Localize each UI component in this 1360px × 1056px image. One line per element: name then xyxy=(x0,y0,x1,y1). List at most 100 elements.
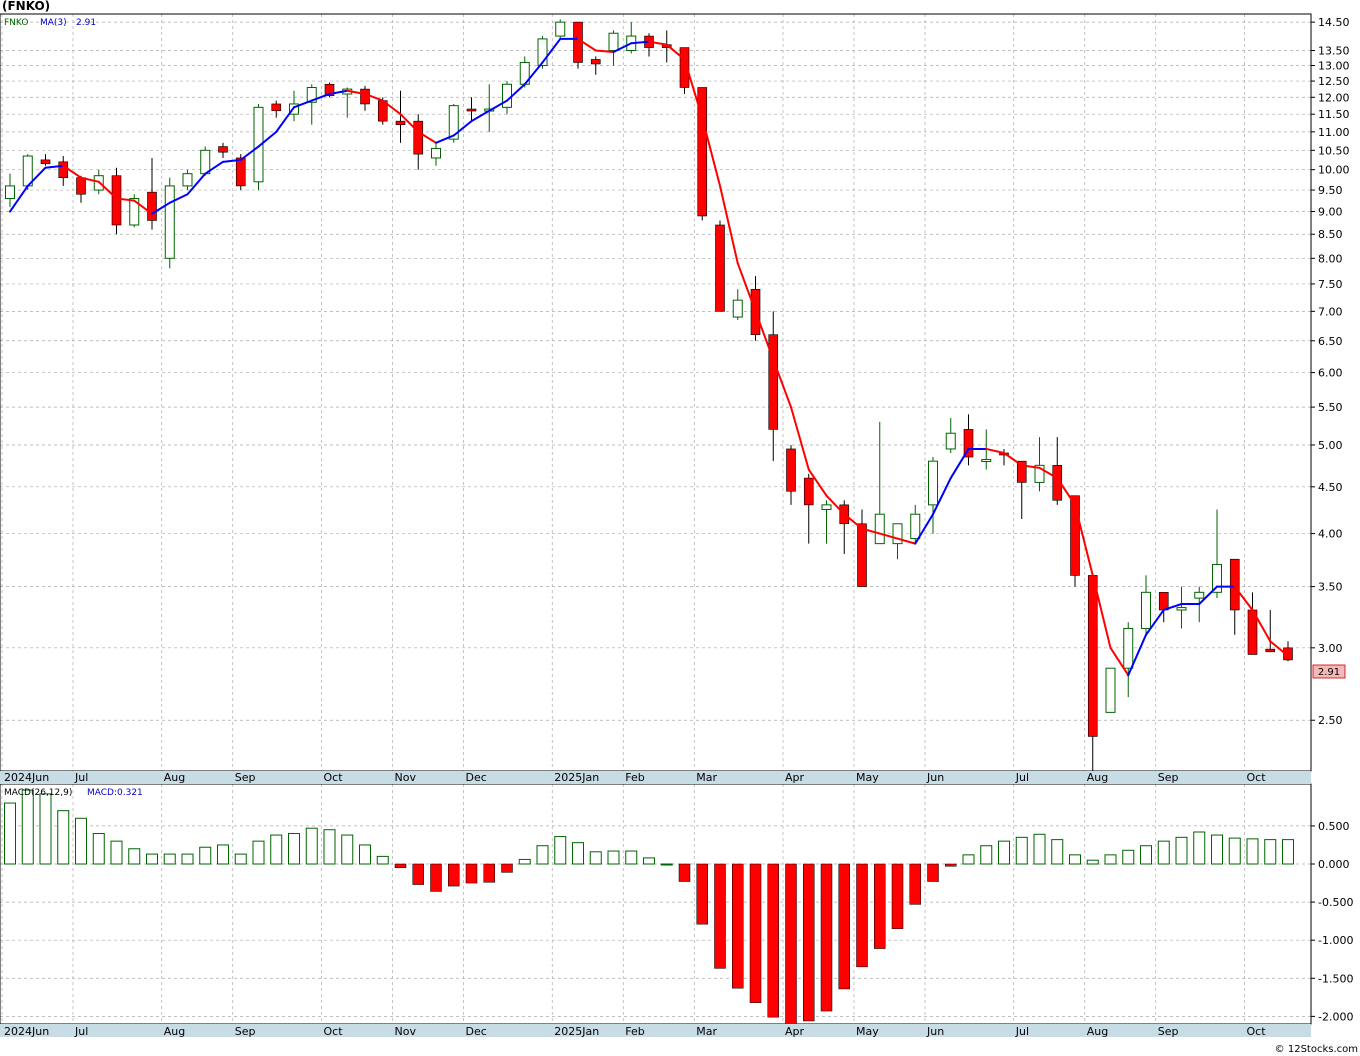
x-tick-label: Oct xyxy=(1247,1025,1267,1038)
ma-segment xyxy=(293,99,313,109)
x-tick-label: Oct xyxy=(1247,771,1267,784)
ma-segment xyxy=(328,89,349,95)
candle-body xyxy=(1105,667,1116,713)
macd-bar xyxy=(110,840,123,865)
candle-body xyxy=(537,38,548,66)
candle-body xyxy=(857,523,867,587)
candle-body xyxy=(555,21,566,37)
candle-body xyxy=(253,106,264,183)
ma-segment xyxy=(168,193,189,204)
price-tick-label: 5.50 xyxy=(1318,401,1343,414)
candle xyxy=(218,142,228,158)
ma-segment xyxy=(932,477,952,516)
candle xyxy=(821,500,832,544)
macd-bar xyxy=(678,863,691,882)
x-tick-label: 2024Jun xyxy=(4,771,49,784)
x-tick-label: Nov xyxy=(395,1025,417,1038)
macd-bar xyxy=(75,817,87,865)
candle xyxy=(590,56,601,75)
candle xyxy=(732,289,743,320)
candle xyxy=(910,504,921,544)
candle xyxy=(715,220,725,312)
ma-segment xyxy=(151,201,171,215)
macd-bar xyxy=(270,834,283,865)
x-tick-label: May xyxy=(856,771,879,784)
last-price-label: 2.91 xyxy=(1318,667,1340,678)
x-tick-label: Mar xyxy=(696,771,717,784)
macd-bar xyxy=(1069,854,1081,865)
macd-tick-label: 0.500 xyxy=(1318,820,1350,833)
macd-bar xyxy=(874,863,886,949)
ma-segment xyxy=(825,494,846,516)
ma-segment xyxy=(1127,633,1147,677)
x-tick-label: Feb xyxy=(625,1025,644,1038)
macd-bar xyxy=(749,863,762,1003)
price-tick-label: 6.00 xyxy=(1318,367,1343,380)
price-tick-label: 3.00 xyxy=(1318,642,1343,655)
x-tick-label: Aug xyxy=(1087,1025,1108,1038)
ma-segment xyxy=(630,40,650,45)
ma-segment xyxy=(275,106,295,133)
ma-segment xyxy=(1162,603,1183,611)
candle xyxy=(40,154,51,166)
candle xyxy=(395,90,406,143)
candle-body xyxy=(928,460,938,506)
x-axis-band-bottom xyxy=(0,1024,1311,1037)
x-tick-label: Oct xyxy=(324,1025,344,1038)
macd-bar xyxy=(767,863,779,1018)
candle-body xyxy=(324,83,335,96)
ma-segment xyxy=(257,130,278,148)
macd-bar xyxy=(21,789,34,865)
ma-segment xyxy=(541,37,562,64)
macd-bar xyxy=(128,848,141,865)
macd-bar xyxy=(465,863,478,884)
price-tick-label: 4.00 xyxy=(1318,528,1343,541)
macd-bar xyxy=(1264,839,1277,865)
ma-segment xyxy=(683,58,704,119)
macd-bar xyxy=(359,844,371,865)
candle xyxy=(1105,667,1116,713)
macd-bar xyxy=(891,863,904,930)
candle xyxy=(182,169,193,191)
candle-body xyxy=(892,523,903,545)
macd-bar xyxy=(1193,831,1206,865)
ma-segment xyxy=(790,406,810,471)
candle-body xyxy=(821,504,832,511)
ma-segment xyxy=(1056,477,1076,506)
price-tick-label: 10.00 xyxy=(1318,164,1350,177)
candle-body xyxy=(1283,647,1293,661)
price-tick-label: 8.00 xyxy=(1318,252,1343,265)
macd-bar xyxy=(696,863,708,925)
x-tick-label: Aug xyxy=(1087,771,1108,784)
ma-segment xyxy=(1020,464,1041,469)
macd-bar xyxy=(4,802,16,865)
macd-bar xyxy=(57,810,70,865)
macd-bar xyxy=(1157,840,1170,865)
macd-bar xyxy=(394,863,407,869)
macd-bar xyxy=(1175,836,1188,865)
ma-segment xyxy=(222,158,242,163)
candle-body xyxy=(1176,607,1187,611)
candle xyxy=(1141,575,1151,635)
x-tick-label: Dec xyxy=(466,1025,487,1038)
candle-body xyxy=(360,88,370,105)
candle-body xyxy=(1141,591,1151,629)
macd-bar xyxy=(323,829,336,865)
candle xyxy=(1016,460,1027,519)
x-tick-label: Sep xyxy=(1158,771,1179,784)
copyright-label: © 12Stocks.com xyxy=(1275,1044,1358,1055)
candle-body xyxy=(679,47,690,88)
candle-body xyxy=(1158,592,1169,611)
candle xyxy=(857,509,867,587)
macd-bar xyxy=(217,844,229,865)
price-tick-label: 13.50 xyxy=(1318,45,1350,58)
macd-bar xyxy=(181,853,194,865)
macd-bar xyxy=(518,858,531,865)
ma-segment xyxy=(665,43,686,61)
macd-bar xyxy=(572,842,584,865)
macd-legend-label: MACD(26,12,9) xyxy=(4,788,72,798)
candle xyxy=(1283,641,1293,662)
candle xyxy=(555,19,566,39)
candle xyxy=(573,21,583,69)
